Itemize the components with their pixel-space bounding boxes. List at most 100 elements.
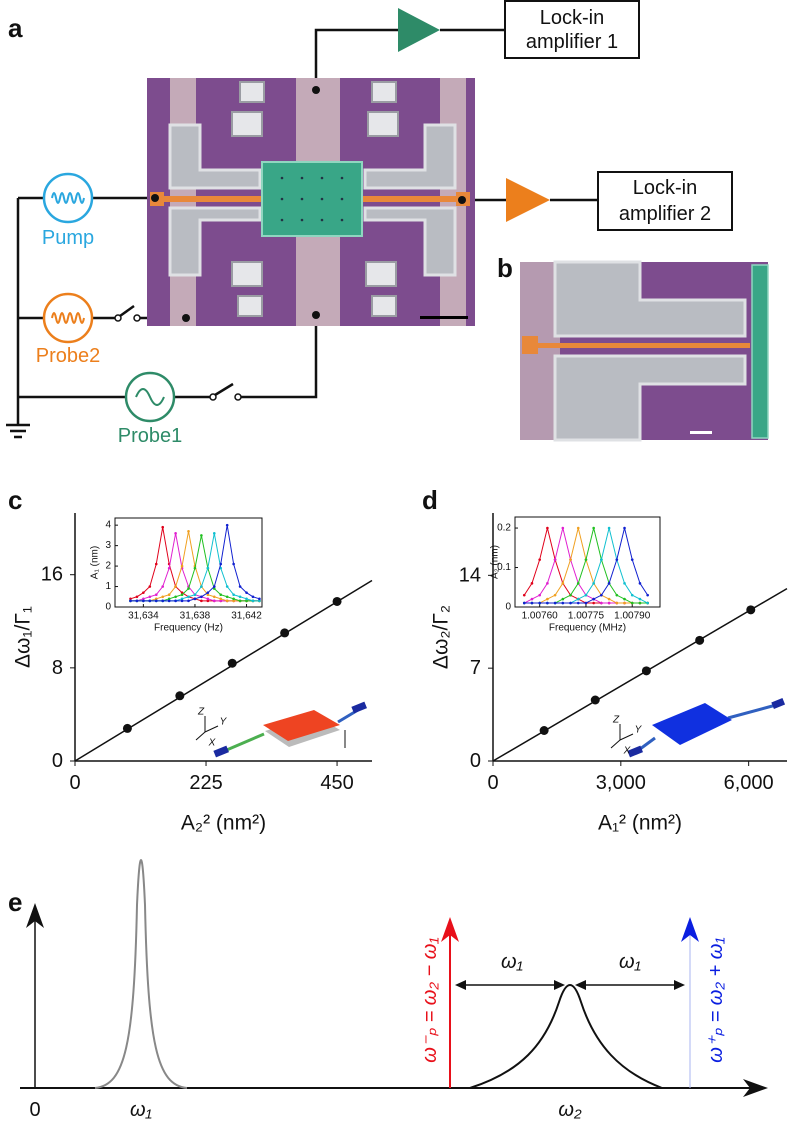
spectrum-point bbox=[569, 601, 572, 605]
plot-frame bbox=[114, 517, 263, 608]
spectrum-point bbox=[607, 526, 611, 530]
spectrum-point bbox=[646, 601, 649, 605]
spectrum-point bbox=[561, 601, 565, 605]
spectrum-point bbox=[174, 595, 177, 599]
electrode bbox=[168, 206, 262, 277]
spectrum-point bbox=[569, 558, 572, 561]
y-tick-label: 2 bbox=[105, 561, 111, 572]
switch-contact bbox=[209, 393, 217, 401]
spectrum-point bbox=[623, 582, 626, 585]
spectrum-point bbox=[212, 595, 216, 599]
spectrum-point bbox=[180, 597, 184, 601]
sem-zoom bbox=[520, 260, 769, 442]
spectrum-point bbox=[219, 562, 223, 566]
spectrum-point bbox=[167, 593, 171, 597]
y-tick-label: 8 bbox=[52, 657, 63, 679]
spectrum-point bbox=[225, 595, 229, 599]
amplifier bbox=[398, 8, 440, 52]
device-sketch-d bbox=[610, 697, 786, 758]
spectrum-point bbox=[219, 593, 223, 597]
lockin-box bbox=[597, 171, 733, 231]
chart: 31,634 31,638 31,642 0 1 2 3 4 Frequency (Hz) A₁ … bbox=[90, 517, 263, 634]
spectrum-point bbox=[238, 595, 242, 599]
spectrum-point bbox=[584, 558, 588, 561]
data-point bbox=[746, 605, 756, 615]
spectrum-point bbox=[129, 599, 132, 603]
spectrum-point bbox=[546, 526, 549, 530]
spectrum-point bbox=[200, 599, 203, 603]
y-axis-label: Δω₁/Γ₁ bbox=[12, 606, 35, 668]
arrowhead bbox=[554, 980, 565, 990]
x-tick-label: 1.00775 bbox=[568, 611, 605, 622]
spectrum-point bbox=[200, 585, 203, 588]
arrowhead bbox=[441, 917, 459, 942]
chart: 1.00760 1.00775 1.00790 0 0.1 0.2 Frequency (M… bbox=[490, 516, 661, 634]
data-point bbox=[227, 658, 237, 668]
x-tick-label: 31,634 bbox=[128, 611, 159, 622]
data-point bbox=[332, 596, 342, 606]
spectrum-point bbox=[607, 582, 611, 585]
switch-contact bbox=[133, 314, 141, 322]
spectrum-diagram bbox=[20, 859, 768, 1097]
axis-glyph-label: Z bbox=[612, 715, 620, 726]
lockin-label: amplifier 2 bbox=[619, 203, 711, 225]
scale-bar bbox=[420, 316, 468, 319]
source-label: Probe2 bbox=[36, 345, 101, 367]
beam-pad bbox=[522, 336, 538, 354]
spectrum-point bbox=[553, 558, 557, 561]
spectrum-point bbox=[646, 593, 649, 597]
spectrum-point bbox=[167, 597, 171, 601]
spectrum-point bbox=[576, 526, 580, 530]
mode2-peak bbox=[469, 984, 663, 1089]
x-tick-label: 0 bbox=[69, 772, 80, 794]
spectrum-point bbox=[206, 566, 210, 570]
device-sketch-c bbox=[195, 701, 367, 758]
x-axis-label: Frequency (Hz) bbox=[154, 623, 223, 634]
y-tick-label: 0.1 bbox=[497, 562, 511, 573]
plate bbox=[261, 161, 363, 237]
spectrum-point bbox=[212, 585, 216, 588]
spectrum-point bbox=[238, 599, 242, 603]
pump-symbol bbox=[51, 192, 85, 204]
spectrum-point bbox=[206, 591, 210, 594]
spectrum-point bbox=[630, 558, 634, 561]
spectrum-point bbox=[200, 534, 203, 537]
spectrum-point bbox=[200, 595, 203, 599]
x-tick-label: 0 bbox=[487, 772, 498, 794]
y-tick-label: 4 bbox=[105, 520, 111, 531]
spectrum-point bbox=[258, 599, 261, 603]
spectrum-point bbox=[135, 595, 139, 599]
spectrum-point bbox=[225, 523, 229, 527]
anchor bbox=[627, 745, 643, 758]
spectrum-point bbox=[154, 562, 158, 566]
spectrum-point bbox=[538, 558, 541, 561]
spectrum-point bbox=[623, 526, 626, 530]
y-axis-label: Δω₂/Γ₂ bbox=[430, 605, 453, 669]
spectrum-point bbox=[232, 593, 235, 597]
lockin-label: Lock-in bbox=[540, 7, 604, 29]
sem-image bbox=[147, 78, 475, 326]
wire bbox=[314, 28, 398, 90]
spectrum-point bbox=[219, 599, 223, 603]
y-axis-label: A₁ (nm) bbox=[90, 546, 101, 579]
spectrum-point bbox=[584, 593, 588, 597]
panel-label: b bbox=[497, 253, 513, 283]
beam bbox=[522, 343, 750, 348]
probe1-symbol bbox=[135, 388, 165, 406]
y-tick-label: 0.2 bbox=[497, 523, 511, 534]
spectrum-point bbox=[576, 582, 580, 585]
x-tick-label: 225 bbox=[189, 772, 222, 794]
spectrum-point bbox=[600, 601, 603, 605]
spectrum-point bbox=[553, 601, 557, 605]
peak-label: ω₂ bbox=[558, 1099, 582, 1121]
spectrum-point bbox=[174, 585, 177, 588]
x-tick-label: 3,000 bbox=[596, 772, 646, 794]
spectrum-point bbox=[530, 597, 534, 601]
x-tick-label: 1.00790 bbox=[614, 611, 651, 622]
y-tick-label: 1 bbox=[105, 581, 111, 592]
spectrum-point bbox=[546, 597, 549, 601]
spectrum-point bbox=[546, 601, 549, 605]
spectrum-point bbox=[546, 582, 549, 585]
axis-glyph-label: Y bbox=[220, 717, 228, 728]
